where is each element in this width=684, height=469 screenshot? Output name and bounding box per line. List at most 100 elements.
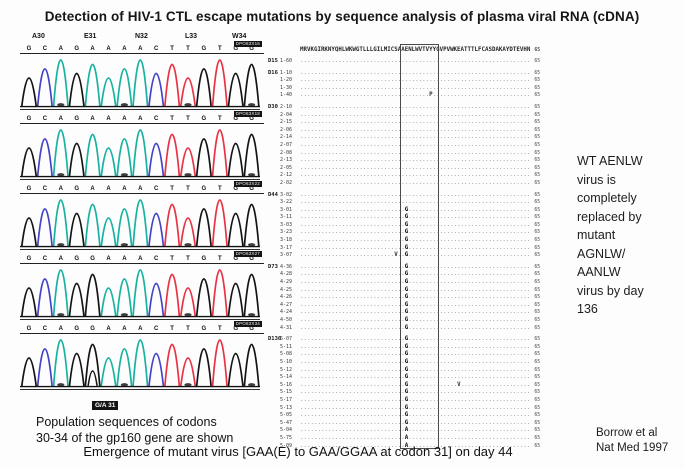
- chromatogram-panel: G C A G G A A A C T T G T G G DPO63X34: [18, 321, 266, 392]
- identity-dots: ..............................G.........…: [300, 381, 531, 388]
- base-call-row: G C A G A A A A C T T G T G G DPO63X16: [20, 41, 264, 54]
- row-length: 65: [534, 78, 541, 84]
- alignment-row: 3-01 ..............................G.....…: [268, 207, 584, 215]
- base-letter: A: [122, 46, 127, 52]
- identity-dots: ..............................G.........…: [300, 389, 531, 396]
- identity-dots: ..............................G.........…: [300, 309, 531, 316]
- identity-dots: ..............................G.........…: [300, 294, 531, 301]
- row-length: 65: [534, 200, 541, 206]
- identity-dots: ........................................…: [300, 134, 531, 141]
- row-length: 65: [534, 238, 541, 244]
- clone-label: 5-04: [280, 427, 293, 434]
- citation-line-2: Nat Med 1997: [596, 441, 669, 454]
- base-letter: A: [90, 186, 95, 192]
- alignment-row: 2-07....................................…: [268, 142, 584, 150]
- sample-id-tag: DPO63X34: [233, 321, 262, 327]
- base-letter: G: [74, 116, 80, 122]
- row-length: 65: [534, 352, 541, 358]
- clone-label: 2-02: [280, 179, 293, 186]
- day-label: D30: [268, 103, 278, 110]
- base-letter: A: [122, 116, 127, 122]
- clone-label: 2-15: [280, 119, 293, 126]
- row-length: 65: [534, 287, 541, 293]
- day-label: D44: [268, 191, 278, 198]
- residue-label: A30: [32, 33, 45, 40]
- base-letter: G: [26, 46, 32, 52]
- identity-dots: ........................................…: [300, 141, 531, 148]
- row-length: 65: [534, 253, 541, 259]
- clone-label: 2-12: [280, 172, 293, 179]
- row-length: 65: [534, 443, 541, 449]
- identity-dots: ..............................G.........…: [300, 324, 531, 331]
- alignment-figure: MRVKGIRKNYQHLWKWGTLLLGILMICSAAENLWVTVYYG…: [268, 44, 584, 450]
- residue-label: E31: [84, 33, 97, 40]
- identity-dots: ........................................…: [300, 164, 531, 171]
- row-length: 65: [534, 295, 541, 301]
- identity-dots: ........................................…: [300, 84, 531, 91]
- identity-dots: ..............................G.........…: [300, 279, 531, 286]
- base-letter: T: [170, 186, 174, 192]
- alignment-row: 3-03 ..............................G.....…: [268, 222, 584, 230]
- alignment-row: 5-04 ..............................A.....…: [268, 427, 584, 435]
- row-length: 65: [534, 158, 541, 164]
- row-length: 65: [534, 264, 541, 270]
- identity-dots: ..............................G.........…: [300, 396, 531, 403]
- alignment-row: 2-02....................................…: [268, 180, 584, 188]
- alignment-row: 3-11 ..............................G.....…: [268, 214, 584, 222]
- base-letter: A: [90, 46, 95, 52]
- base-call-row: G C A G G A A A C T T G T G G DPO63X27: [20, 251, 264, 264]
- clone-label: 2-08: [280, 149, 293, 156]
- row-length: 65: [534, 150, 541, 156]
- base-letter: G: [249, 116, 254, 122]
- clone-label: 2-07: [280, 141, 293, 148]
- alignment-day-group: D16 1-10.................................…: [268, 70, 584, 100]
- row-length: 65: [534, 192, 541, 198]
- base-letter: T: [217, 326, 222, 332]
- base-letter: G: [26, 116, 32, 122]
- row-length: 65: [534, 142, 541, 148]
- caption-line-1: Population sequences of codons: [36, 415, 217, 429]
- alignment-row: 2-12....................................…: [268, 172, 584, 180]
- alignment-row: 4-28 ..............................G.....…: [268, 271, 584, 279]
- identity-dots: ..............................G.........…: [300, 412, 531, 419]
- base-letter: A: [138, 186, 143, 192]
- clone-label: 3-18: [280, 237, 293, 244]
- clone-label: 5-07: [280, 336, 293, 343]
- clone-label: 1-10: [280, 69, 293, 76]
- base-letter: G: [201, 116, 207, 122]
- base-letter: A: [138, 256, 143, 262]
- base-letter: T: [217, 256, 222, 262]
- alignment-row: 2-04....................................…: [268, 112, 584, 120]
- base-call-row: G C A G A A A A C T T G T G G DPO63X22: [20, 181, 264, 194]
- alignment-row: 4-36 ..............................G.....…: [268, 264, 584, 272]
- base-letter: A: [122, 186, 127, 192]
- identity-dots: ........................................…: [300, 58, 531, 64]
- clone-label: 5-08: [280, 351, 293, 358]
- chromatogram-trace: [20, 269, 260, 320]
- row-length: 65: [534, 280, 541, 286]
- clone-label: 4-36: [280, 263, 293, 270]
- row-length: 65: [534, 367, 541, 373]
- base-letter: T: [170, 116, 174, 122]
- row-length: 65: [534, 215, 541, 221]
- identity-dots: ..............................A.........…: [300, 442, 531, 449]
- chromo-panels: G C A G A A A A C T T G T G G DPO63X16 G C A G A A A A C T T G T G G DP…: [18, 41, 266, 392]
- clone-label: 1-40: [280, 92, 293, 99]
- clone-label: 5-16: [280, 381, 293, 388]
- identity-dots: ...........................V..G.........…: [300, 252, 531, 259]
- note-line: 136: [577, 302, 598, 316]
- identity-dots: ..............................G.........…: [300, 317, 531, 323]
- sample-id-tag: DPO63X18: [233, 111, 262, 117]
- base-letter: C: [42, 186, 48, 192]
- row-length: 65: [534, 120, 541, 126]
- base-letter: C: [154, 186, 159, 192]
- alignment-row: 4-50 ..............................G.....…: [268, 317, 584, 325]
- row-length: 65: [534, 428, 541, 434]
- clone-label: 4-26: [280, 294, 293, 301]
- residue-label: W34: [232, 33, 247, 40]
- clone-label: 3-17: [280, 244, 293, 251]
- day-label: D15: [268, 58, 278, 64]
- note-line: replaced by: [577, 209, 642, 224]
- base-letter: G: [201, 186, 207, 192]
- row-length: 65: [534, 104, 541, 110]
